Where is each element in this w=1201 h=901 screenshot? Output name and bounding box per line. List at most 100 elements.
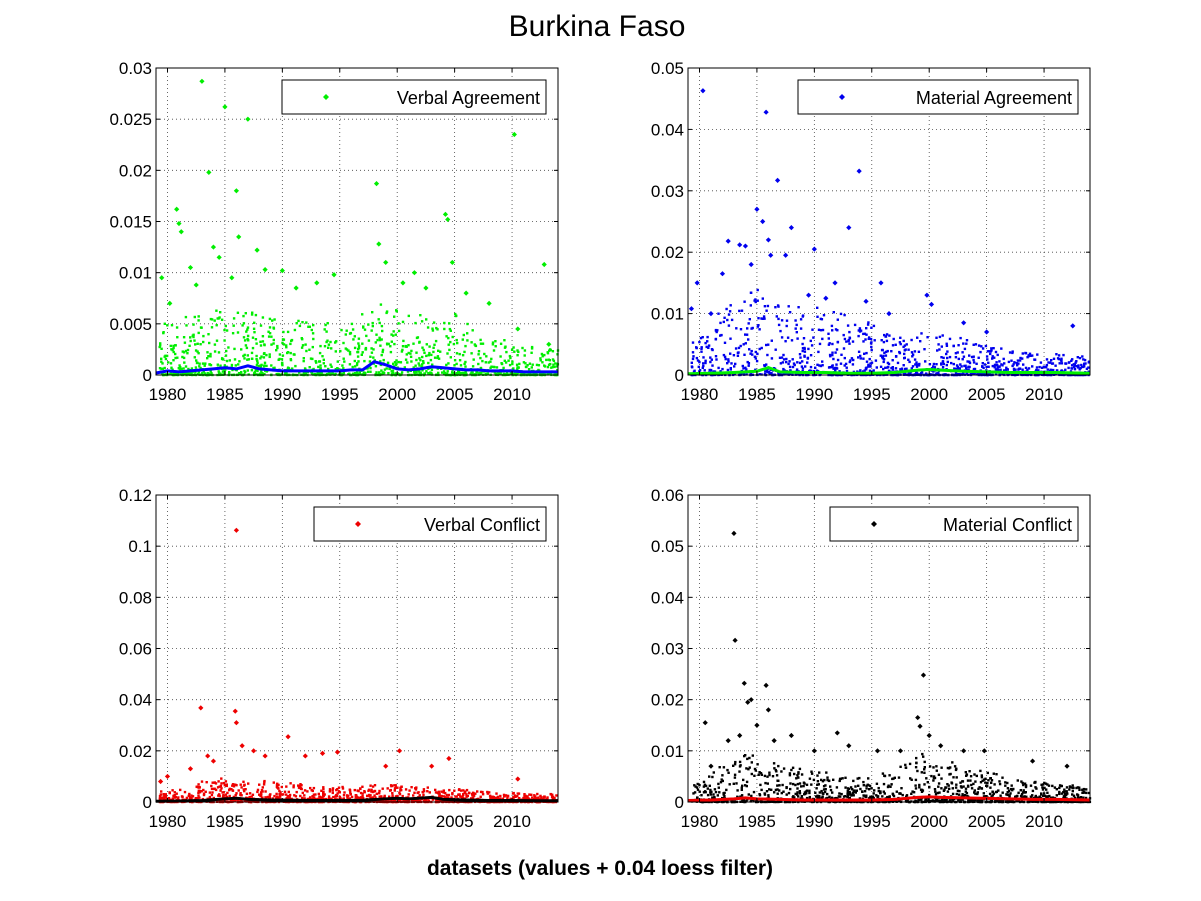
data-point [816, 780, 820, 783]
data-point [415, 351, 418, 354]
data-point [962, 785, 965, 788]
data-point [983, 363, 987, 366]
data-point [979, 372, 982, 376]
data-point [984, 344, 988, 348]
data-point [975, 373, 978, 376]
data-point [449, 259, 455, 266]
data-point [380, 369, 383, 372]
data-point [375, 792, 378, 795]
data-point [355, 363, 359, 367]
data-point [244, 344, 248, 347]
data-point [284, 371, 287, 375]
data-point [766, 775, 769, 778]
data-point [1015, 799, 1018, 803]
data-point [282, 330, 285, 334]
data-point [414, 321, 417, 325]
data-point [1043, 781, 1046, 785]
data-point [385, 342, 389, 345]
data-point [1035, 796, 1038, 799]
data-point [445, 216, 451, 223]
data-point [459, 795, 462, 798]
data-point [192, 335, 195, 339]
data-point [162, 331, 165, 335]
data-point [1013, 361, 1016, 364]
data-point [217, 370, 220, 373]
data-point [918, 783, 921, 787]
data-point [957, 357, 960, 361]
data-point [1041, 786, 1044, 789]
data-point [842, 347, 846, 350]
data-point [488, 794, 492, 797]
data-point [954, 356, 958, 359]
data-point [700, 88, 706, 94]
data-point [356, 362, 359, 365]
data-point [268, 796, 271, 799]
data-point [486, 300, 492, 306]
data-point [1082, 796, 1085, 799]
data-point [718, 791, 721, 794]
data-point [204, 362, 207, 365]
data-point [705, 345, 708, 349]
data-point [218, 785, 221, 788]
data-point [421, 790, 424, 794]
data-point [187, 766, 194, 772]
data-point [511, 360, 514, 363]
data-point [329, 340, 332, 344]
data-point [973, 773, 976, 776]
data-point [541, 355, 544, 358]
data-point [250, 313, 254, 316]
data-point [1030, 796, 1033, 799]
data-point [255, 342, 258, 345]
data-point [307, 325, 310, 328]
data-point [723, 355, 727, 358]
data-point [341, 364, 344, 367]
data-point [1005, 366, 1008, 369]
data-point [1019, 789, 1022, 792]
data-point [394, 784, 397, 787]
data-point [453, 359, 457, 362]
data-point [407, 344, 410, 347]
data-point [183, 361, 186, 364]
data-point [979, 350, 982, 354]
data-point [246, 337, 249, 341]
data-point [491, 341, 495, 344]
data-point [948, 355, 952, 359]
data-point [963, 364, 966, 368]
data-point [982, 795, 986, 798]
data-point [880, 339, 883, 342]
data-point [734, 347, 738, 350]
data-point [1020, 795, 1023, 798]
data-point [541, 361, 544, 364]
data-point [432, 321, 436, 324]
data-point [748, 348, 751, 351]
data-point [915, 363, 919, 366]
data-point [446, 796, 450, 799]
data-point [857, 356, 860, 359]
data-point [891, 366, 894, 369]
data-point [338, 791, 341, 794]
data-point [458, 352, 461, 356]
data-point [741, 364, 744, 368]
data-point [504, 794, 508, 797]
data-point [339, 349, 342, 353]
data-point [963, 347, 967, 351]
data-point [702, 364, 705, 368]
data-point [272, 781, 275, 784]
data-point [1068, 788, 1071, 791]
data-point [448, 788, 451, 792]
data-point [1046, 791, 1049, 794]
data-point [182, 367, 185, 370]
data-point [908, 762, 912, 766]
data-point [723, 794, 726, 798]
data-point [285, 793, 288, 796]
data-point [346, 796, 349, 799]
data-point [834, 369, 837, 372]
data-point [368, 794, 371, 798]
data-point [386, 361, 390, 364]
data-point [993, 356, 996, 359]
subplot-grid: 1980 1985 1990 1995 2000 2005 201000.0050.010.… [109, 59, 1092, 831]
y-tick-label: 0.02 [651, 243, 684, 262]
data-point [932, 776, 936, 780]
data-point [843, 356, 846, 360]
data-point [534, 795, 537, 798]
